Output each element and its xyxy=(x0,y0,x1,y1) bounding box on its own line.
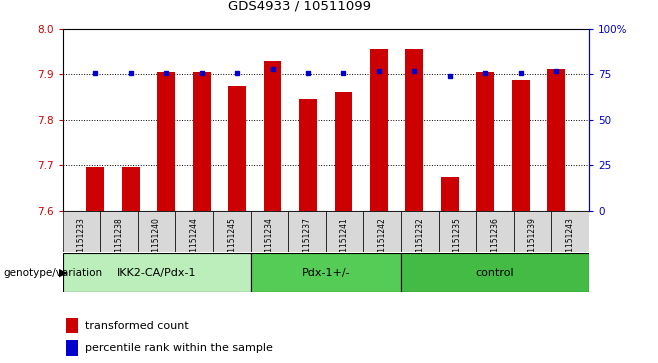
Bar xyxy=(299,99,317,211)
Bar xyxy=(193,72,211,211)
Bar xyxy=(363,211,401,252)
Text: percentile rank within the sample: percentile rank within the sample xyxy=(85,343,272,353)
Bar xyxy=(476,72,494,211)
Bar xyxy=(326,211,363,252)
Text: GSM1151241: GSM1151241 xyxy=(340,217,349,268)
Bar xyxy=(251,211,288,252)
Bar xyxy=(63,211,100,252)
Text: ▶: ▶ xyxy=(59,268,68,278)
Bar xyxy=(175,211,213,252)
Bar xyxy=(66,318,78,333)
Text: transformed count: transformed count xyxy=(85,321,188,331)
Text: GSM1151238: GSM1151238 xyxy=(114,217,124,268)
Text: GSM1151242: GSM1151242 xyxy=(378,217,387,268)
Text: GSM1151232: GSM1151232 xyxy=(415,217,424,268)
Text: GSM1151237: GSM1151237 xyxy=(303,217,311,268)
Bar xyxy=(228,86,246,211)
Bar xyxy=(157,72,175,211)
Text: control: control xyxy=(476,268,514,278)
Bar xyxy=(66,340,78,356)
Bar xyxy=(288,211,326,252)
Text: GSM1151239: GSM1151239 xyxy=(528,217,537,268)
Bar xyxy=(264,61,282,211)
Text: GSM1151243: GSM1151243 xyxy=(566,217,574,268)
Bar xyxy=(405,49,423,211)
Text: genotype/variation: genotype/variation xyxy=(3,268,103,278)
Bar xyxy=(122,167,139,211)
Bar xyxy=(213,211,251,252)
Text: GSM1151236: GSM1151236 xyxy=(490,217,499,268)
Bar xyxy=(100,211,138,252)
Bar xyxy=(370,49,388,211)
Bar xyxy=(401,253,589,292)
Bar xyxy=(86,167,104,211)
Bar xyxy=(476,211,514,252)
Bar xyxy=(438,211,476,252)
Text: GSM1151240: GSM1151240 xyxy=(152,217,161,268)
Bar xyxy=(512,80,530,211)
Bar xyxy=(441,176,459,211)
Text: Pdx-1+/-: Pdx-1+/- xyxy=(301,268,350,278)
Text: GSM1151235: GSM1151235 xyxy=(453,217,462,268)
Bar xyxy=(401,211,438,252)
Bar xyxy=(251,253,401,292)
Text: IKK2-CA/Pdx-1: IKK2-CA/Pdx-1 xyxy=(116,268,196,278)
Text: GSM1151245: GSM1151245 xyxy=(227,217,236,268)
Bar xyxy=(547,69,565,211)
Bar xyxy=(63,253,251,292)
Bar xyxy=(138,211,175,252)
Text: GSM1151233: GSM1151233 xyxy=(77,217,86,268)
Bar xyxy=(514,211,551,252)
Text: GSM1151244: GSM1151244 xyxy=(190,217,199,268)
Bar xyxy=(551,211,589,252)
Text: GDS4933 / 10511099: GDS4933 / 10511099 xyxy=(228,0,371,13)
Text: GSM1151234: GSM1151234 xyxy=(265,217,274,268)
Bar xyxy=(334,91,352,211)
